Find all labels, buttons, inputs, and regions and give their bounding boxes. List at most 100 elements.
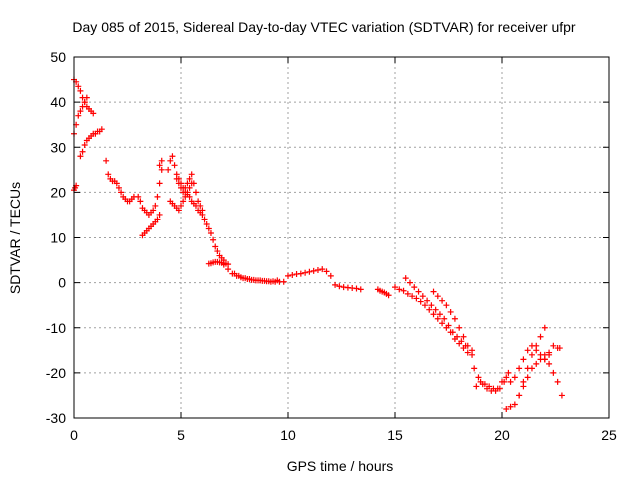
ticks-layer: 0 5 10 15 20 25 -30 -20 -10 0 10 20 30 40 50 bbox=[46, 49, 617, 443]
data-point bbox=[285, 272, 291, 279]
data-point bbox=[274, 277, 281, 284]
series-arc5 bbox=[103, 157, 137, 205]
data-layer bbox=[71, 76, 565, 412]
data-point bbox=[409, 293, 416, 300]
data-point bbox=[150, 207, 157, 214]
data-point bbox=[79, 148, 86, 155]
series-arc25 bbox=[516, 349, 553, 399]
series-arc17 bbox=[374, 286, 392, 299]
data-point bbox=[458, 338, 465, 345]
x-tick-label: 10 bbox=[280, 427, 296, 443]
x-tick-label: 15 bbox=[387, 427, 403, 443]
data-point bbox=[105, 171, 112, 178]
series-arc8 bbox=[156, 157, 165, 169]
data-point bbox=[280, 278, 287, 285]
data-point bbox=[464, 349, 471, 356]
series-arc4 bbox=[77, 126, 105, 160]
data-point bbox=[558, 392, 565, 399]
series-arc21 bbox=[471, 365, 512, 394]
data-point bbox=[541, 356, 548, 363]
data-point bbox=[499, 378, 505, 385]
data-point bbox=[158, 166, 165, 173]
data-point bbox=[439, 320, 446, 327]
data-point bbox=[524, 374, 531, 381]
data-point bbox=[199, 207, 206, 214]
series-arc26 bbox=[541, 356, 565, 399]
data-point bbox=[83, 94, 90, 101]
series-arc22 bbox=[473, 374, 510, 392]
data-point bbox=[235, 272, 242, 279]
data-point bbox=[195, 198, 202, 205]
data-point bbox=[396, 286, 403, 293]
data-point bbox=[511, 401, 518, 408]
data-point bbox=[113, 180, 120, 187]
data-point bbox=[473, 383, 480, 390]
data-point bbox=[192, 189, 199, 196]
data-point bbox=[205, 225, 212, 232]
data-point bbox=[310, 267, 317, 274]
x-tick-label: 5 bbox=[177, 427, 185, 443]
data-point bbox=[413, 295, 420, 302]
data-point bbox=[203, 220, 210, 227]
y-tick-label: -20 bbox=[46, 365, 66, 381]
series-arc19 bbox=[402, 275, 469, 349]
data-point bbox=[426, 306, 433, 313]
data-point bbox=[537, 333, 544, 340]
chart-title: Day 085 of 2015, Sidereal Day-to-day VTE… bbox=[72, 19, 576, 35]
data-point bbox=[180, 198, 187, 205]
data-point bbox=[533, 347, 540, 354]
y-tick-label: 50 bbox=[50, 49, 66, 65]
data-point bbox=[424, 297, 431, 304]
data-point bbox=[406, 279, 413, 286]
y-tick-label: 0 bbox=[58, 275, 66, 291]
data-point bbox=[156, 180, 163, 187]
data-point bbox=[240, 275, 247, 282]
data-point bbox=[77, 87, 84, 94]
data-point bbox=[516, 365, 523, 372]
data-point bbox=[516, 392, 523, 399]
data-point bbox=[528, 365, 535, 372]
data-point bbox=[432, 306, 439, 313]
data-point bbox=[430, 311, 437, 318]
data-point bbox=[169, 153, 176, 160]
data-point bbox=[323, 268, 330, 275]
data-point bbox=[225, 266, 232, 273]
data-point bbox=[404, 290, 411, 297]
data-point bbox=[411, 284, 418, 291]
data-point bbox=[75, 83, 82, 90]
data-point bbox=[302, 269, 309, 276]
data-point bbox=[528, 342, 535, 349]
data-point bbox=[210, 236, 217, 243]
data-point bbox=[528, 351, 535, 358]
data-point bbox=[456, 324, 463, 331]
data-point bbox=[270, 278, 277, 285]
data-point bbox=[503, 374, 510, 381]
data-point bbox=[115, 184, 122, 191]
data-point bbox=[533, 360, 540, 367]
data-point bbox=[306, 268, 313, 275]
data-point bbox=[550, 369, 557, 376]
data-point bbox=[244, 276, 251, 283]
series-arc11 bbox=[173, 171, 206, 214]
data-point bbox=[524, 347, 531, 354]
series-arc3 bbox=[71, 182, 80, 194]
data-point bbox=[186, 175, 193, 182]
data-point bbox=[505, 369, 512, 376]
data-point bbox=[471, 365, 478, 372]
data-point bbox=[494, 385, 501, 392]
data-point bbox=[173, 175, 180, 182]
data-point bbox=[103, 157, 110, 164]
series-arc24 bbox=[507, 342, 553, 385]
data-point bbox=[428, 302, 435, 309]
data-point bbox=[417, 298, 424, 305]
data-point bbox=[469, 347, 476, 354]
x-axis-label: GPS time / hours bbox=[287, 458, 394, 474]
data-point bbox=[77, 153, 84, 160]
data-point bbox=[332, 281, 339, 288]
series-arc27 bbox=[550, 342, 563, 352]
series-arc15 bbox=[285, 266, 334, 279]
data-point bbox=[188, 171, 195, 178]
data-point bbox=[554, 378, 561, 385]
data-point bbox=[415, 288, 422, 295]
data-point bbox=[81, 99, 88, 106]
